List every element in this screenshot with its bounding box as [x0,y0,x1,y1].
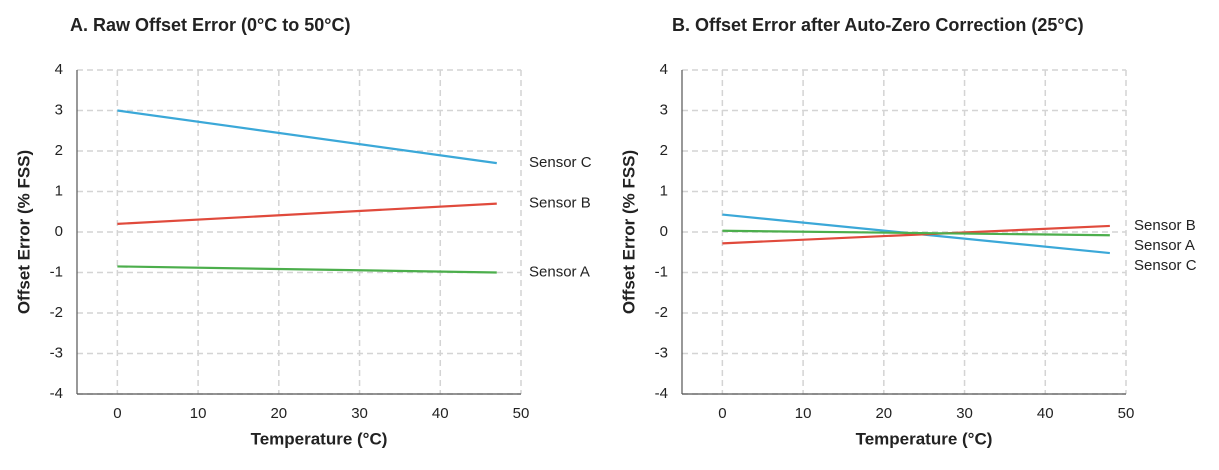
series-line [117,265,497,274]
series-label: Sensor B [1134,217,1196,234]
y-tick-label: 0 [55,223,63,240]
series-line [117,202,497,225]
y-tick-label: 2 [660,142,668,159]
series-label: Sensor C [529,154,592,171]
y-tick-label: 3 [55,101,63,118]
x-axis-label: Temperature (°C) [856,429,993,448]
series-label: Sensor C [1134,257,1197,274]
chart-title: B. Offset Error after Auto-Zero Correcti… [672,15,1084,35]
x-tick-label: 10 [190,405,207,422]
series-line [722,224,1110,245]
y-tick-label: 4 [660,61,668,78]
x-tick-label: 20 [875,405,892,422]
y-tick-label: -3 [50,344,63,361]
x-tick-label: 0 [113,405,121,422]
x-tick-label: 0 [718,405,726,422]
series-label: Sensor B [529,195,591,212]
y-tick-label: 1 [660,182,668,199]
series-line [722,229,1110,237]
x-tick-label: 10 [795,405,812,422]
chart-title: A. Raw Offset Error (0°C to 50°C) [70,15,350,35]
x-tick-label: 30 [956,405,973,422]
series-label: Sensor A [1134,237,1195,254]
y-tick-label: -1 [50,263,63,280]
y-tick-label: -1 [655,263,668,280]
y-tick-label: -2 [50,304,63,321]
x-tick-label: 50 [1118,405,1135,422]
y-axis-label: Offset Error (% FSS) [14,150,33,314]
y-axis-label: Offset Error (% FSS) [619,150,638,314]
x-tick-label: 30 [351,405,368,422]
x-tick-label: 40 [432,405,449,422]
y-tick-label: 0 [660,223,668,240]
y-tick-label: 4 [55,61,63,78]
y-tick-label: -4 [50,385,63,402]
y-tick-label: -3 [655,344,668,361]
x-tick-label: 50 [513,405,530,422]
y-tick-label: -2 [655,304,668,321]
series-line [117,109,497,165]
x-tick-label: 40 [1037,405,1054,422]
y-tick-label: 2 [55,142,63,159]
y-tick-label: -4 [655,385,668,402]
y-tick-label: 1 [55,182,63,199]
x-axis-label: Temperature (°C) [251,429,388,448]
y-tick-label: 3 [660,101,668,118]
x-tick-label: 20 [270,405,287,422]
series-label: Sensor A [529,263,590,280]
